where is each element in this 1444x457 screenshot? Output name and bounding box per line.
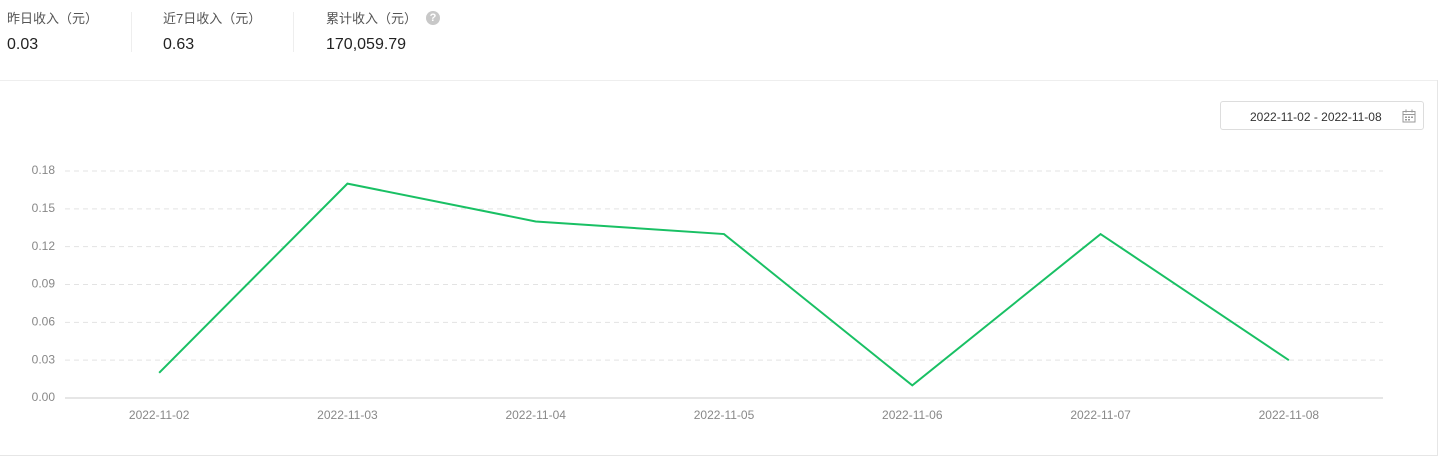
date-range: 2022-11-02 - 2022-11-08 <box>1250 110 1382 124</box>
separator <box>0 80 1437 81</box>
y-tick-label: 0.18 <box>32 163 56 177</box>
y-tick-label: 0.09 <box>32 277 56 291</box>
y-tick-label: 0.06 <box>32 315 56 329</box>
y-tick-label: 0.12 <box>32 239 56 253</box>
y-tick-label: 0.00 <box>32 390 56 404</box>
stat-value: 170,059.79 <box>326 36 407 53</box>
calendar-icon <box>1402 109 1416 123</box>
date-picker[interactable]: 2022-11-02 - 2022-11-08 <box>1220 101 1424 130</box>
stat-label: 累计收入（元） <box>326 11 418 26</box>
y-tick-label: 0.03 <box>32 352 56 366</box>
x-tick-label: 2022-11-04 <box>505 408 566 422</box>
stat: 近7日收入（元） 0.63 <box>163 10 261 54</box>
x-tick-label: 2022-11-08 <box>1259 408 1320 422</box>
line <box>158 182 1290 387</box>
divider <box>131 12 132 52</box>
x-tick-label: 2022-11-03 <box>317 408 378 422</box>
stat-label: 近7日收入（元） <box>163 11 262 26</box>
chart: 0.00 0.03 0.06 0.09 0.12 0.15 0.18 2022-11-02 20… <box>32 163 1383 422</box>
stat-value: 0.03 <box>7 36 39 53</box>
stat: 累计收入（元） 170,059.79 <box>326 10 417 54</box>
help-icon[interactable]: ? <box>426 11 440 25</box>
x-tick-label: 2022-11-05 <box>694 408 755 422</box>
y-tick-label: 0.15 <box>32 201 56 215</box>
x-tick-label: 2022-11-07 <box>1070 408 1131 422</box>
x-tick-label: 2022-11-06 <box>882 408 943 422</box>
x-tick-label: 2022-11-02 <box>129 408 190 422</box>
stat-label: 昨日收入（元） <box>7 11 99 26</box>
divider <box>293 12 294 52</box>
stat-value: 0.63 <box>163 36 195 53</box>
chart-card <box>0 80 1438 456</box>
stat: 昨日收入（元） 0.03 <box>7 10 98 54</box>
